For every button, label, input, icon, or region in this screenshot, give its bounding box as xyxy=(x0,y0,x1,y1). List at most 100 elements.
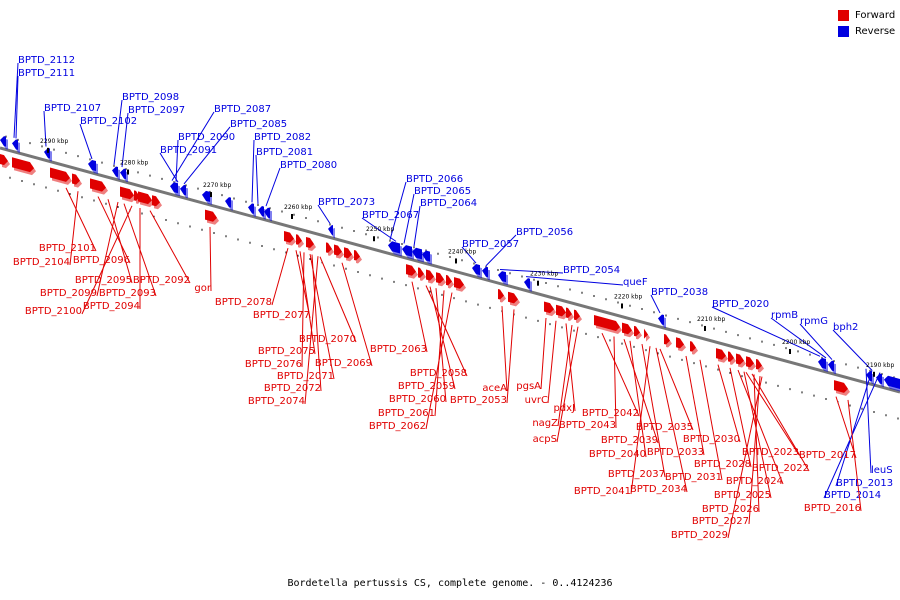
leader-line xyxy=(265,167,281,207)
reverse-gene-arrow[interactable] xyxy=(120,168,126,180)
forward-gene-label: aceA xyxy=(482,383,507,394)
forward-gene-arrow[interactable] xyxy=(344,247,352,259)
leader-line xyxy=(121,112,129,168)
reverse-gene-arrow[interactable] xyxy=(828,360,834,372)
forward-gene-arrow[interactable] xyxy=(354,249,360,261)
forward-gene-arrow[interactable] xyxy=(205,209,217,222)
forward-gene-arrow[interactable] xyxy=(834,380,848,393)
reverse-gene-arrow[interactable] xyxy=(248,203,254,214)
reverse-gene-arrow[interactable] xyxy=(818,357,826,369)
reverse-gene-arrow[interactable] xyxy=(0,136,6,147)
reverse-gene-arrow[interactable] xyxy=(328,225,333,236)
reverse-gene-arrow[interactable] xyxy=(422,250,430,262)
kbp-scale-labels: 2290 kbp 2280 kbp 2270 kbp 2260 kbp 2250 kbp… xyxy=(40,138,894,377)
forward-gene-label: BPTD_2029 xyxy=(671,530,728,541)
forward-gene-arrow[interactable] xyxy=(306,236,314,249)
kbp-label: 2270 kbp xyxy=(203,182,231,189)
forward-gene-arrow[interactable] xyxy=(574,309,580,321)
reverse-gene-arrow[interactable] xyxy=(472,264,480,276)
forward-gene-arrow[interactable] xyxy=(152,195,160,207)
forward-gene-arrow[interactable] xyxy=(418,267,424,278)
reverse-gene-label: BPTD_2112 xyxy=(18,55,75,66)
reverse-gene-label: BPTD_2097 xyxy=(128,105,185,116)
forward-gene-arrow[interactable] xyxy=(556,304,566,317)
forward-gene-arrow[interactable] xyxy=(756,358,762,370)
leader-line xyxy=(461,246,477,264)
forward-gene-label: BPTD_2024 xyxy=(726,476,783,487)
legend-forward-label: Forward xyxy=(855,10,896,21)
forward-gene-arrow[interactable] xyxy=(296,234,302,245)
forward-gene-arrow[interactable] xyxy=(334,244,342,256)
forward-gene-arrow[interactable] xyxy=(676,337,684,349)
forward-gene-arrow[interactable] xyxy=(690,341,696,352)
forward-gene-arrow[interactable] xyxy=(622,322,632,335)
reverse-gene-arrow[interactable] xyxy=(12,139,18,150)
forward-gene-label: BPTD_2076 xyxy=(245,359,302,370)
forward-gene-arrow[interactable] xyxy=(50,167,70,182)
reverse-gene-label: BPTD_2014 xyxy=(824,490,881,501)
reverse-gene-label: BPTD_2065 xyxy=(414,186,471,197)
forward-gene-arrow[interactable] xyxy=(508,291,518,304)
reverse-gene-label: BPTD_2038 xyxy=(651,287,708,298)
reverse-gene-arrow[interactable] xyxy=(524,278,530,289)
reverse-gene-arrow[interactable] xyxy=(180,184,186,196)
leader-line xyxy=(301,252,305,368)
reverse-gene-arrow[interactable] xyxy=(884,375,900,389)
reverse-gene-arrow[interactable] xyxy=(225,197,231,208)
reverse-gene-arrow[interactable] xyxy=(498,271,506,283)
reverse-gene-arrow[interactable] xyxy=(258,206,264,217)
forward-gene-arrow[interactable] xyxy=(426,269,434,281)
reverse-gene-arrow[interactable] xyxy=(866,370,872,382)
reverse-gene-arrow[interactable] xyxy=(402,245,412,257)
reverse-gene-arrow[interactable] xyxy=(482,266,488,278)
forward-gene-arrow[interactable] xyxy=(0,154,8,166)
forward-gene-arrow[interactable] xyxy=(566,307,572,318)
reverse-gene-label: BPTD_2111 xyxy=(18,68,75,79)
forward-gene-label: BPTD_2096 xyxy=(73,255,130,266)
forward-gene-arrow[interactable] xyxy=(716,348,726,360)
reverse-gene-arrow[interactable] xyxy=(112,166,118,177)
reverse-gene-arrow[interactable] xyxy=(658,314,664,326)
leader-line xyxy=(79,123,93,160)
leader-line xyxy=(659,348,694,431)
reverse-gene-arrow[interactable] xyxy=(876,373,882,385)
reverse-gene-label: BPTD_2073 xyxy=(318,197,375,208)
forward-gene-arrow[interactable] xyxy=(90,178,106,192)
forward-gene-arrow[interactable] xyxy=(406,264,416,276)
forward-gene-arrow[interactable] xyxy=(498,289,504,300)
forward-gene-arrow[interactable] xyxy=(634,325,640,337)
kbp-label: 2200 kbp xyxy=(782,339,810,346)
forward-gene-arrow[interactable] xyxy=(736,353,744,365)
forward-gene-arrow[interactable] xyxy=(12,157,34,173)
forward-gene-arrow[interactable] xyxy=(326,242,332,253)
forward-gene-arrow[interactable] xyxy=(664,334,670,345)
forward-gene-arrow[interactable] xyxy=(728,351,734,362)
leader-line xyxy=(799,323,833,360)
leader-line xyxy=(413,205,421,247)
reverse-gene-arrow[interactable] xyxy=(202,190,210,202)
tick-marks xyxy=(5,135,899,420)
forward-gene-arrow[interactable] xyxy=(544,301,554,314)
backbone-line xyxy=(0,146,900,394)
forward-gene-arrow[interactable] xyxy=(120,186,134,200)
forward-gene-arrow[interactable] xyxy=(746,356,754,368)
forward-gene-label: BPTD_2061 xyxy=(378,408,435,419)
forward-gene-arrow[interactable] xyxy=(436,272,444,284)
forward-gene-arrow[interactable] xyxy=(454,277,464,289)
leader-line xyxy=(737,369,784,485)
reverse-gene-arrow[interactable] xyxy=(264,207,270,219)
forward-gene-arrow[interactable] xyxy=(284,230,294,243)
leader-line xyxy=(255,154,259,204)
forward-gene-arrow[interactable] xyxy=(138,191,152,205)
reverse-gene-arrow[interactable] xyxy=(170,182,178,194)
forward-gene-arrow[interactable] xyxy=(72,173,80,185)
reverse-gene-arrow[interactable] xyxy=(412,247,422,260)
reverse-gene-arrow[interactable] xyxy=(88,159,96,172)
forward-gene-label: BPTD_2101 xyxy=(39,243,96,254)
reverse-gene-label: BPTD_2090 xyxy=(178,132,235,143)
reverse-gene-label: rpmB xyxy=(771,310,798,321)
forward-gene-arrow[interactable] xyxy=(594,315,620,332)
forward-gene-arrow[interactable] xyxy=(446,274,452,286)
reverse-gene-arrow[interactable] xyxy=(388,241,400,254)
forward-gene-arrow[interactable] xyxy=(644,328,648,339)
